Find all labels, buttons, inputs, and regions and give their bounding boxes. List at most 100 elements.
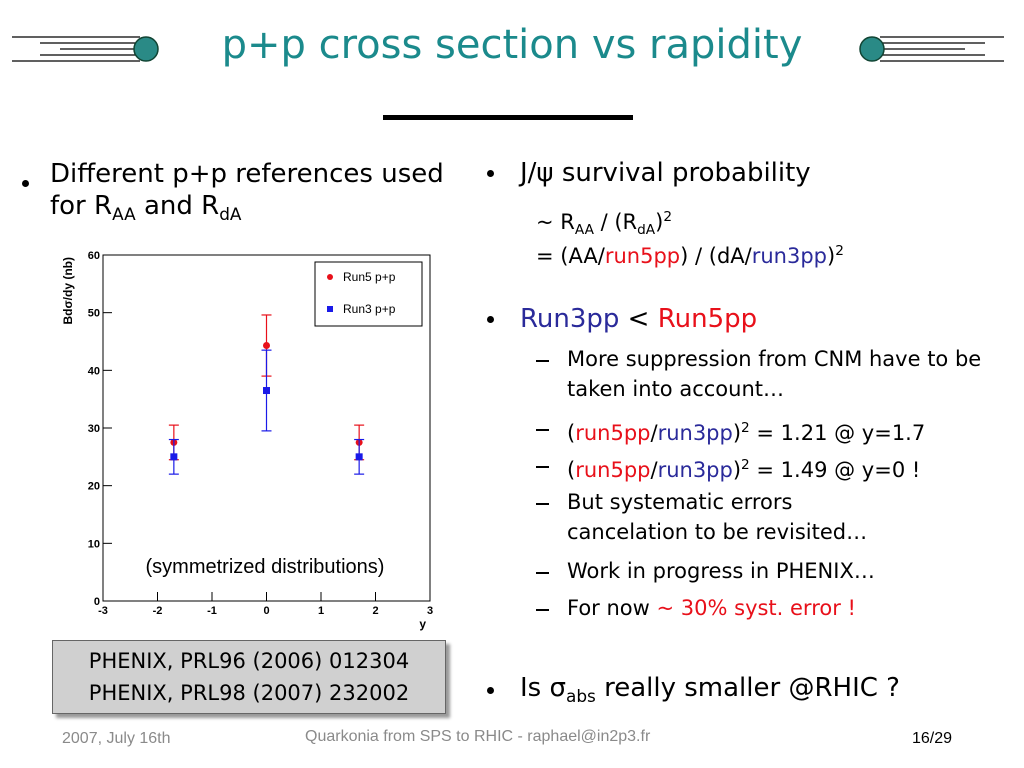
text: Different p+p references used for R [50, 159, 444, 221]
text: run3pp [657, 421, 733, 445]
legend-marker [327, 306, 333, 312]
dash [536, 572, 549, 574]
x-tick-label: 2 [372, 605, 378, 617]
dash [536, 429, 549, 431]
text: abs [565, 686, 596, 707]
left-bullet: Different p+p references used for RAA an… [50, 158, 470, 230]
y-tick-label: 40 [88, 365, 100, 377]
footer-center: Quarkonia from SPS to RHIC - raphael@in2… [305, 728, 651, 745]
legend-label: Run3 p+p [343, 302, 396, 316]
sub-item: For now ~ 30% syst. error ! [567, 593, 856, 623]
dash [536, 609, 549, 611]
decoration [12, 36, 1004, 62]
text: = 1.49 @ y=0 ! [749, 458, 921, 482]
text: ) / (dA/ [680, 244, 752, 268]
text: ) [827, 244, 836, 268]
y-tick-label: 20 [88, 481, 100, 493]
text: / (R [593, 210, 638, 234]
text: run3pp [657, 458, 733, 482]
text: / [650, 421, 658, 445]
y-axis-label: Bdσ/dy (nb) [61, 257, 75, 325]
page-number: 16/29 [912, 730, 953, 747]
text: Run5pp [657, 304, 758, 334]
text: Run3pp [520, 304, 620, 334]
data-point [263, 342, 270, 350]
text: dA [219, 204, 242, 225]
footer-date: 2007, July 16th [62, 730, 171, 747]
x-axis-label: y [419, 617, 426, 631]
right-bullet: Run3pp < Run5pp [520, 303, 757, 335]
x-tick-label: -1 [207, 605, 217, 617]
decoration-circle [133, 36, 159, 62]
text: dA [637, 222, 656, 239]
data-point [170, 453, 178, 461]
bullet [487, 170, 494, 177]
data-point [263, 387, 270, 395]
x-tick-label: 1 [318, 605, 324, 617]
title-underline [383, 115, 633, 120]
text: 2 [663, 209, 673, 225]
annotation: (symmetrized distributions) [146, 556, 385, 578]
x-tick-label: 3 [427, 605, 433, 617]
x-tick-label: 0 [263, 605, 269, 617]
slide-title: p+p cross section vs rapidity [221, 22, 803, 68]
text: 2 [741, 420, 750, 436]
legend-marker [327, 274, 333, 280]
reference: PHENIX, PRL98 (2007) 232002 [88, 681, 410, 705]
sub-line: ~ RAA / (RdA)2 [536, 202, 672, 245]
sub-item: Work in progress in PHENIX… [567, 559, 875, 583]
text: ( [567, 421, 576, 445]
x-tick-label: -2 [153, 605, 163, 617]
reference: PHENIX, PRL96 (2006) 012304 [88, 649, 410, 673]
sub-item: (run5pp/run3pp)2 = 1.49 @ y=0 ! [567, 450, 920, 485]
bullet [22, 180, 29, 187]
text: AA [574, 222, 594, 239]
text: ( [567, 458, 576, 482]
decoration-circle [859, 36, 885, 62]
right-bullet: J/ψ survival probability [520, 158, 811, 188]
bullet [487, 687, 494, 694]
sub-line: = (AA/run5pp) / (dA/run3pp)2 [536, 236, 844, 271]
text: run5pp [575, 458, 651, 482]
legend-box [314, 261, 423, 327]
y-tick-label: 30 [88, 423, 100, 435]
y-tick-label: 50 [88, 308, 100, 320]
text: ~ 30% syst. error ! [656, 596, 856, 620]
reference-box: PHENIX, PRL96 (2006) 012304 PHENIX, PRL9… [52, 640, 446, 714]
text: ~ R [536, 210, 575, 234]
text: < [619, 304, 658, 334]
text: AA [112, 204, 136, 225]
text: 2 [835, 243, 844, 259]
annotation-bg [110, 551, 420, 579]
text: / [650, 458, 658, 482]
text: = 1.21 @ y=1.7 [749, 421, 926, 445]
bullet [487, 316, 494, 323]
sub-item: (run5pp/run3pp)2 = 1.21 @ y=1.7 [567, 413, 925, 448]
dash [536, 503, 549, 505]
right-bullet: Is σabs really smaller @RHIC ? [520, 672, 900, 712]
text: and R [135, 191, 220, 221]
text: 2 [741, 457, 750, 473]
data-point [355, 453, 363, 461]
text: Is σ [520, 673, 566, 703]
x-tick-label: -3 [98, 605, 108, 617]
text: = (AA/ [536, 244, 605, 268]
chart: 0 10 20 30 40 50 60 -3 -2 -1 0 1 2 3y Bdσ/dy (nb) Run5 … [61, 250, 433, 631]
y-tick-label: 10 [88, 538, 100, 550]
sub-item: But systematic errors cancelation to be … [567, 490, 868, 544]
text: run5pp [604, 244, 681, 268]
dash [536, 466, 549, 468]
text: run5pp [575, 421, 651, 445]
text: really smaller @RHIC ? [595, 673, 900, 703]
y-tick-label: 60 [88, 250, 100, 262]
sub-item: More suppression from CNM have to be tak… [567, 347, 982, 401]
text: run3pp [751, 244, 828, 268]
text: ) [732, 421, 742, 445]
text: For now [567, 596, 657, 620]
legend-label: Run5 p+p [343, 270, 396, 284]
y-tick-label: 0 [94, 596, 100, 608]
dash [536, 360, 549, 362]
text: ) [732, 458, 742, 482]
